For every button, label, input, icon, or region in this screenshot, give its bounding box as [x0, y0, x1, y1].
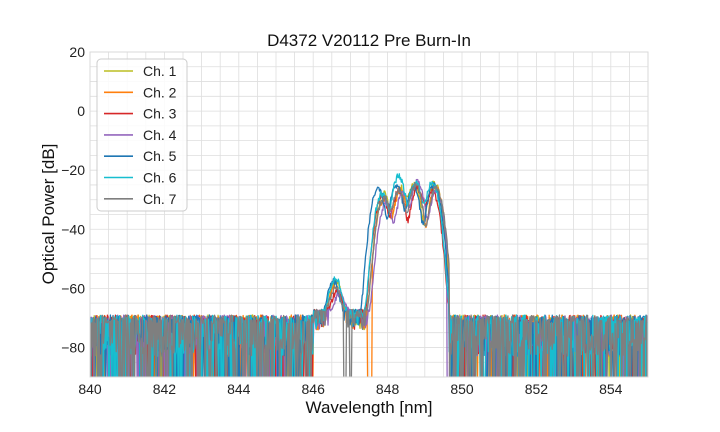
legend-label: Ch. 7	[143, 191, 177, 207]
x-tick-label: 854	[599, 381, 623, 397]
x-tick-label: 844	[227, 381, 251, 397]
x-tick-label: 850	[450, 381, 474, 397]
plot-frame	[89, 51, 649, 378]
chart-title: D4372 V20112 Pre Burn-In	[267, 31, 471, 50]
x-axis-ticks: 840 842 844 846 848 850 852 854	[78, 381, 622, 397]
legend-label: Ch. 1	[143, 63, 177, 79]
y-tick-label: 20	[69, 44, 85, 60]
y-axis-ticks: 20 0 −20 −40 −60 −80	[61, 44, 85, 355]
legend-box	[96, 58, 188, 212]
legend-label: Ch. 3	[143, 106, 177, 122]
y-tick-label: −80	[61, 339, 85, 355]
legend-label: Ch. 5	[143, 148, 177, 164]
legend-label: Ch. 2	[143, 84, 177, 100]
legend: Ch. 1 Ch. 2 Ch. 3 Ch. 4 Ch. 5 Ch. 6 Ch. 7	[96, 58, 188, 212]
y-tick-label: −40	[61, 221, 85, 237]
series-line-7	[90, 182, 648, 377]
x-tick-label: 840	[78, 381, 102, 397]
x-axis-title: Wavelength [nm]	[306, 398, 433, 417]
y-tick-label: −20	[61, 162, 85, 178]
legend-label: Ch. 4	[143, 127, 177, 143]
y-tick-label: 0	[77, 103, 85, 119]
legend-label: Ch. 6	[143, 170, 177, 186]
x-tick-label: 842	[153, 381, 177, 397]
x-tick-label: 846	[302, 381, 326, 397]
series-layer	[90, 173, 648, 377]
x-tick-label: 852	[525, 381, 549, 397]
y-axis-title: Optical Power [dB]	[39, 144, 58, 285]
y-tick-label: −60	[61, 280, 85, 296]
x-tick-label: 848	[376, 381, 400, 397]
